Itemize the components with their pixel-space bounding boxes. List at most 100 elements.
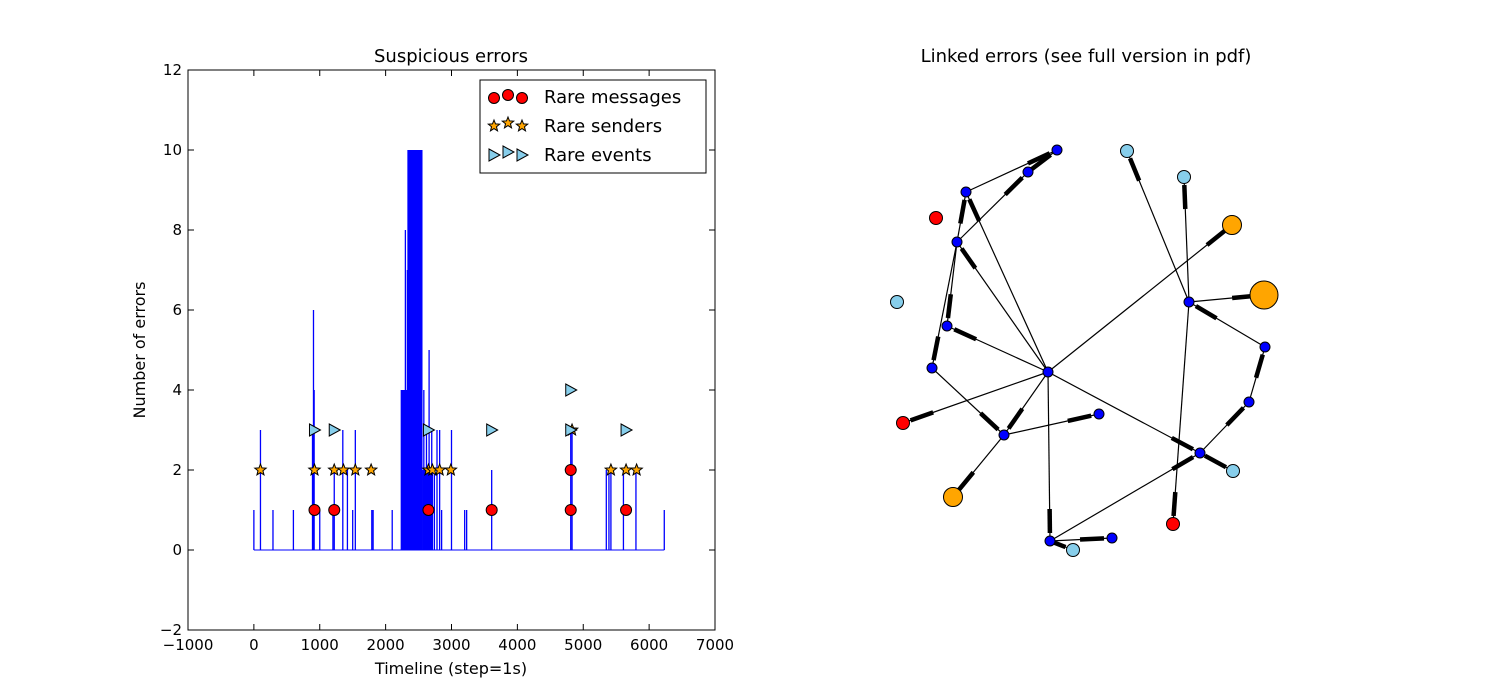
linked-errors-graph: Linked errors (see full version in pdf): [890, 46, 1279, 557]
rare-event-point: [565, 423, 578, 437]
legend-marker-rare-events: [488, 145, 530, 162]
y-tick-label: 10: [163, 141, 182, 159]
graph-node-small: [951, 236, 963, 248]
graph-node-small: [926, 362, 938, 374]
rare-sender-point: [364, 462, 379, 476]
y-tick-label: 2: [172, 461, 182, 479]
rare-message-point: [422, 504, 435, 516]
graph-node-messages: [896, 416, 910, 430]
graph-title: Linked errors (see full version in pdf): [921, 46, 1252, 67]
graph-edge-head: [931, 336, 941, 361]
legend-marker-symbol: [516, 92, 528, 104]
x-tick-label: 1000: [301, 636, 339, 654]
graph-edge-head: [1067, 413, 1092, 424]
rare-sender-point: [629, 462, 644, 476]
graph-node-senders: [1249, 280, 1279, 310]
x-tick-label: 6000: [630, 636, 668, 654]
graph-node-small: [998, 429, 1010, 441]
rare-message-point: [328, 504, 341, 516]
graph-edge-head: [1006, 407, 1025, 430]
x-axis-label: Timeline (step=1s): [374, 659, 527, 678]
x-tick-label: −1000: [163, 636, 214, 654]
graph-node-small: [1093, 408, 1105, 420]
graph-edge-head: [953, 327, 978, 342]
legend-marker-rare-senders: [486, 115, 530, 132]
legend-entry-rare-events: Rare events: [488, 145, 652, 166]
legend-marker-symbol: [502, 89, 514, 101]
rare-event-point: [620, 423, 634, 437]
y-axis-label: Number of errors: [130, 282, 149, 419]
graph-edge: [965, 191, 1049, 373]
rare-sender-point: [603, 462, 618, 476]
y-tick-label: 4: [172, 381, 182, 399]
graph-edge-head: [1203, 453, 1228, 470]
graph-node-small: [1194, 447, 1206, 459]
graph-edge-head: [1030, 153, 1052, 172]
rare-sender-point: [443, 462, 458, 476]
graph-edge-head: [1253, 354, 1265, 379]
legend-marker-symbol: [514, 118, 530, 132]
legend-label-rare-messages: Rare messages: [544, 87, 681, 108]
graph-node-small: [1022, 166, 1034, 178]
rare-sender-point: [253, 462, 268, 476]
graph-node-events: [890, 295, 904, 309]
x-axis-ticks: −1000 0 1000 2000 3000 4000 5000 6000 7000: [163, 70, 734, 654]
y-tick-label: −2: [160, 621, 182, 639]
graph-node-small: [1051, 144, 1063, 156]
x-tick-label: 5000: [564, 636, 602, 654]
y-axis-ticks: −2 0 2 4 6 8 10 12: [160, 61, 715, 639]
graph-edge-head: [1027, 151, 1051, 166]
rare-sender-point: [336, 462, 351, 476]
x-tick-label: 3000: [432, 636, 470, 654]
y-tick-label: 0: [172, 541, 182, 559]
graph-node-small: [1106, 532, 1118, 544]
graph-nodes: [890, 144, 1279, 557]
graph-node-small: [1243, 396, 1255, 408]
graph-node-small: [960, 186, 972, 198]
suspicious-errors-chart: Suspicious errors −1000 0 1000 2000 3000 4000…: [130, 46, 734, 678]
graph-edge-head: [945, 293, 954, 319]
legend-marker-symbol: [488, 148, 502, 162]
graph-node-messages: [1166, 517, 1180, 531]
rare-message-point: [620, 504, 633, 516]
graph-edge-head: [956, 470, 976, 493]
legend-marker-symbol: [500, 115, 516, 129]
legend-marker-symbol: [488, 92, 500, 104]
y-tick-label: 8: [172, 221, 182, 239]
graph-edge-head: [909, 410, 934, 423]
rare-message-point: [308, 504, 321, 516]
graph-edge: [1047, 224, 1233, 373]
graph-edge-head: [958, 199, 967, 224]
rare-sender-point: [348, 462, 363, 476]
rare-message-point: [485, 504, 498, 516]
x-tick-label: 7000: [696, 636, 734, 654]
graph-edge-head: [1079, 536, 1105, 542]
legend-marker-rare-messages: [488, 89, 528, 104]
legend-marker-symbol: [486, 118, 502, 132]
graph-edge-head: [1171, 455, 1195, 472]
graph-edge: [1172, 301, 1190, 525]
graph-node-senders: [1222, 215, 1242, 235]
y-tick-label: 12: [163, 61, 182, 79]
graph-edge-head: [1225, 406, 1246, 427]
graph-edges: [902, 149, 1266, 551]
graph-edge-head: [1003, 176, 1024, 197]
rare-message-point: [564, 464, 577, 476]
graph-edge-head: [1194, 304, 1218, 321]
graph-node-events: [1226, 464, 1240, 478]
graph-node-small: [1044, 535, 1056, 547]
timeline-dense-block: [400, 390, 408, 550]
graph-edge-head: [959, 247, 978, 270]
graph-edge-head: [1205, 228, 1228, 247]
x-tick-label: 2000: [367, 636, 405, 654]
graph-node-events: [1120, 144, 1134, 158]
rare-event-point: [565, 383, 578, 397]
graph-edge-head: [979, 411, 1000, 432]
graph-edge-head: [1171, 491, 1178, 517]
graph-edge-head: [1182, 184, 1188, 210]
legend: Rare messages Rare senders Rare events: [479, 79, 707, 174]
rare-sender-point: [619, 462, 634, 476]
graph-edge-head: [1170, 435, 1194, 452]
graph-node-events: [1177, 170, 1191, 184]
graph-node-small: [1183, 296, 1195, 308]
